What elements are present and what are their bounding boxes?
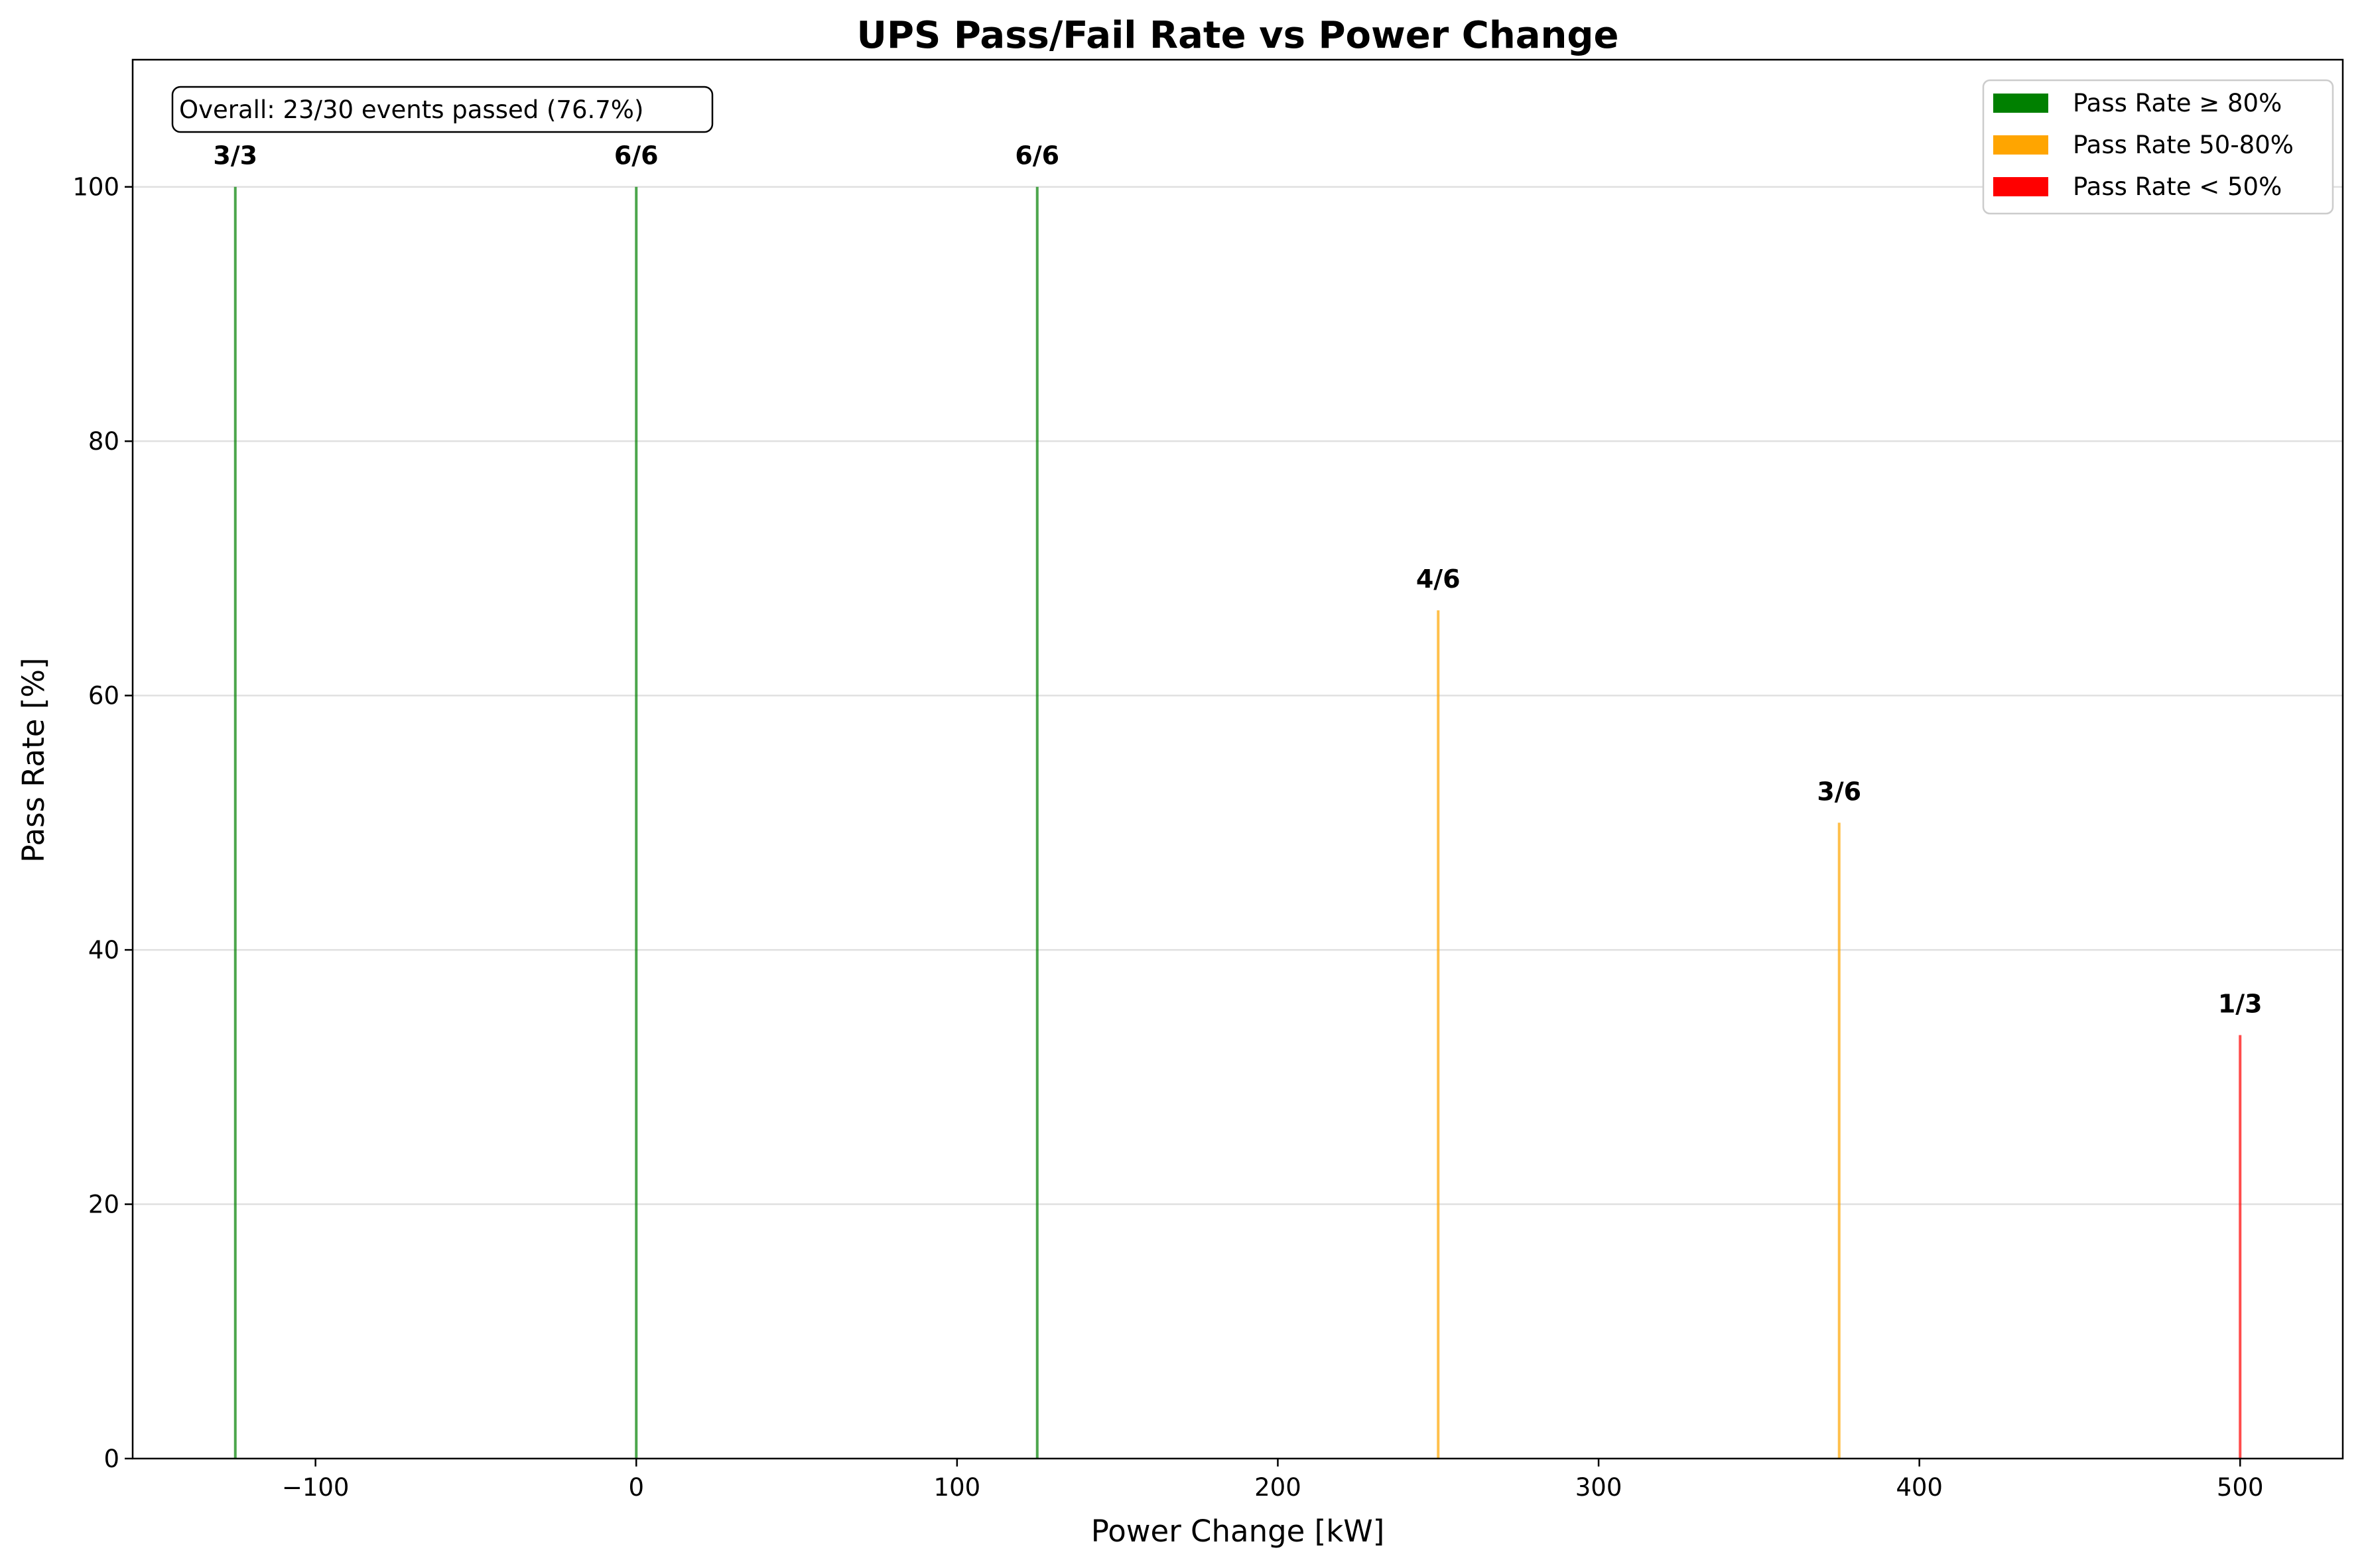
x-axis-ticks: −100 0 100 200 300 400 500	[282, 1459, 2264, 1502]
chart-title: UPS Pass/Fail Rate vs Power Change	[857, 14, 1619, 57]
annotation-text: Overall: 23/30 events passed (76.7%)	[179, 96, 643, 124]
y-tick-label-1: 20	[88, 1191, 119, 1219]
bar-0	[233, 186, 237, 1459]
y-tick-label-2: 40	[88, 936, 119, 964]
plot-frame	[131, 58, 2344, 1460]
y-axis-label: Pass Rate [%]	[16, 657, 51, 862]
bar-5	[2239, 1035, 2242, 1459]
grid	[133, 186, 2343, 1205]
y-axis-ticks: 0 20 40 60 80 100	[72, 173, 133, 1473]
legend-swatch-0	[1993, 94, 2048, 113]
x-tick-label-3: 200	[1254, 1473, 1301, 1502]
legend-label-0: Pass Rate ≥ 80%	[2073, 89, 2282, 117]
bar-3	[1437, 610, 1440, 1459]
legend-swatch-1	[1993, 135, 2048, 155]
y-tick-label-3: 60	[88, 682, 119, 710]
x-tick-label-5: 400	[1896, 1473, 1943, 1502]
bar-label-3: 4/6	[1416, 564, 1461, 594]
bar-label-1: 6/6	[614, 141, 659, 170]
y-tick-label-4: 80	[88, 427, 119, 456]
x-tick-label-6: 500	[2217, 1473, 2264, 1502]
y-tick-label-5: 100	[72, 173, 119, 202]
legend-swatch-2	[1993, 177, 2048, 196]
legend-box	[1982, 79, 2334, 215]
x-tick-label-1: 0	[628, 1473, 644, 1502]
bar-label-4: 3/6	[1817, 777, 1861, 806]
y-tick-label-0: 0	[103, 1445, 119, 1473]
bar-label-2: 6/6	[1015, 141, 1059, 170]
bar-4	[1837, 822, 1841, 1459]
legend: Pass Rate ≥ 80% Pass Rate 50-80% Pass Rate…	[1982, 79, 2334, 215]
bar-2	[1035, 186, 1039, 1459]
bar-label-5: 1/3	[2218, 990, 2263, 1019]
bar-labels: 3/3 6/6 6/6 4/6 3/6 1/3	[213, 141, 2262, 1019]
x-tick-label-2: 100	[934, 1473, 981, 1502]
x-tick-label-4: 300	[1575, 1473, 1622, 1502]
x-tick-label-0: −100	[282, 1473, 350, 1502]
legend-label-1: Pass Rate 50-80%	[2073, 131, 2294, 159]
annotation-box	[171, 86, 714, 133]
bar-1	[635, 186, 638, 1459]
overall-annotation: Overall: 23/30 events passed (76.7%)	[171, 86, 714, 133]
bar-label-0: 3/3	[213, 141, 257, 170]
legend-label-2: Pass Rate < 50%	[2073, 172, 2282, 201]
bars	[233, 186, 2242, 1459]
x-axis-label: Power Change [kW]	[1091, 1514, 1385, 1549]
